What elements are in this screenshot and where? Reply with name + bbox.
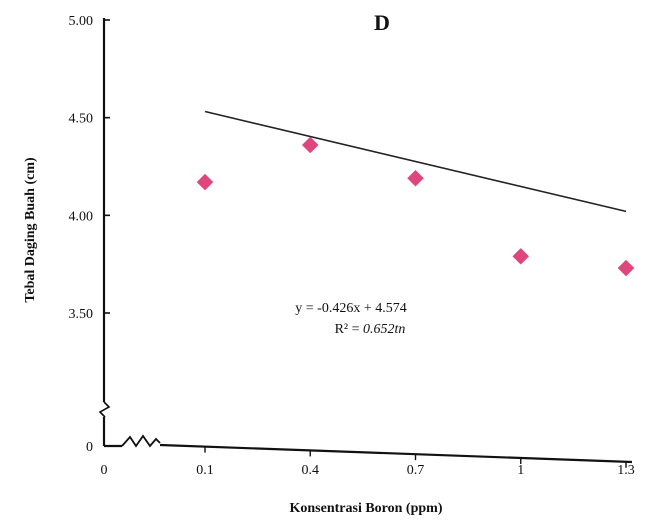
x-tick-label: 1	[517, 463, 524, 478]
r-squared-value: 0.652tn	[363, 322, 405, 337]
trendline-line	[204, 110, 627, 213]
r-squared-label: R² = 0.652tn	[335, 322, 406, 337]
y-tick-label: 4.50	[69, 112, 94, 127]
data-points	[196, 136, 635, 277]
data-point	[196, 173, 214, 191]
y-tick-label: 3.50	[69, 307, 94, 322]
x-axis-label: Konsentrasi Boron (ppm)	[290, 501, 443, 516]
x-tick-label: 0.7	[407, 463, 425, 478]
r-squared-prefix: R² =	[335, 322, 363, 337]
data-point	[617, 259, 635, 277]
tick-labels: 5.00 4.50 4.00 3.50 00 0.1 0.4 0.7 1 1.3	[69, 14, 635, 478]
data-point	[407, 169, 424, 187]
chart-title: D	[374, 10, 390, 35]
x-axis-line	[159, 443, 633, 464]
x-tick-label: 1.3	[617, 463, 635, 478]
data-point	[301, 136, 319, 154]
x-tick-label: 0	[101, 463, 108, 478]
axes	[98, 18, 633, 468]
data-point	[512, 247, 530, 265]
y-tick-label: 4.00	[69, 209, 94, 224]
y-axis-break	[98, 401, 111, 418]
y-axis-label: Tebal Daging Buah (cm)	[23, 157, 38, 303]
y-tick-label: 5.00	[69, 14, 94, 29]
x-tick-label: 0.1	[196, 463, 214, 478]
x-axis-break	[121, 434, 161, 448]
equation-label: y = -0.426x + 4.574	[295, 301, 406, 316]
trendline	[204, 110, 627, 213]
x-tick-label: 0.4	[302, 463, 320, 478]
y-tick-label: 0	[86, 440, 93, 455]
